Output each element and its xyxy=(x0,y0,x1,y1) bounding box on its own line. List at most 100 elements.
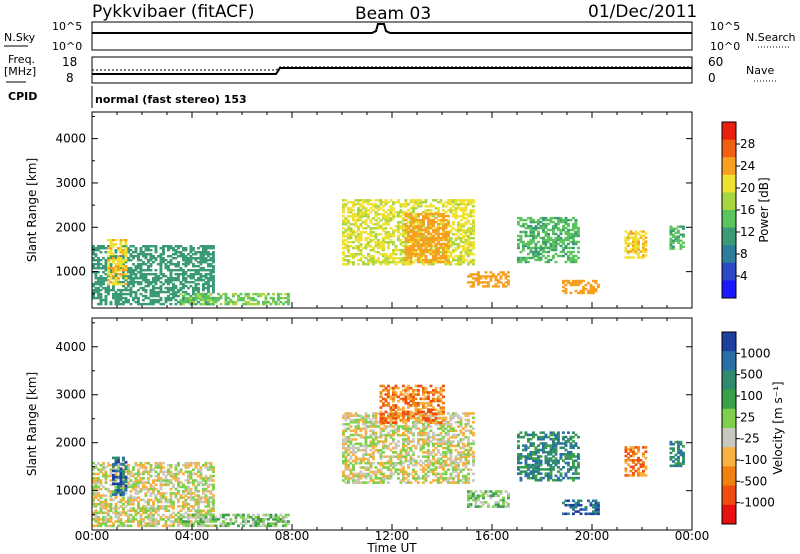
data-cell xyxy=(572,222,575,226)
data-cell xyxy=(344,477,348,480)
data-cell xyxy=(409,207,413,210)
data-cell xyxy=(147,513,150,517)
data-cell xyxy=(132,277,135,280)
data-cell xyxy=(442,442,445,446)
data-cell xyxy=(132,466,135,469)
data-cell xyxy=(179,518,183,521)
data-cell xyxy=(122,253,125,256)
data-cell xyxy=(364,429,368,433)
data-cell xyxy=(107,269,110,272)
data-cell xyxy=(149,494,153,497)
data-cell xyxy=(109,259,113,262)
data-cell xyxy=(194,251,198,254)
data-cell xyxy=(447,203,450,206)
data-cell xyxy=(424,414,428,417)
data-cell xyxy=(532,234,535,238)
data-cell xyxy=(174,273,178,276)
data-cell xyxy=(147,470,150,474)
data-cell xyxy=(204,277,208,280)
data-cell xyxy=(167,267,170,270)
data-cell xyxy=(154,251,158,254)
data-cell xyxy=(552,256,555,260)
data-cell xyxy=(377,199,380,202)
data-cell xyxy=(209,298,213,302)
data-cell xyxy=(467,237,470,240)
data-cell xyxy=(424,241,428,244)
data-cell xyxy=(202,294,205,298)
data-cell xyxy=(197,288,200,292)
data-cell xyxy=(114,302,118,306)
data-cell xyxy=(434,423,438,426)
data-cell xyxy=(142,298,145,302)
data-cell xyxy=(457,261,460,264)
data-cell xyxy=(344,457,348,461)
data-cell xyxy=(197,461,200,465)
data-cell xyxy=(169,277,173,280)
data-cell xyxy=(124,292,128,296)
data-cell xyxy=(159,255,163,258)
data-cell xyxy=(382,472,385,476)
data-cell xyxy=(399,459,403,463)
data-cell xyxy=(404,459,408,463)
data-cell xyxy=(434,247,438,250)
data-cell xyxy=(104,477,108,480)
data-cell xyxy=(397,461,400,465)
data-cell xyxy=(387,468,390,471)
data-cell xyxy=(207,477,210,480)
data-cell xyxy=(342,433,345,437)
data-cell xyxy=(369,466,373,469)
data-cell xyxy=(117,458,120,462)
data-cell xyxy=(527,252,530,256)
data-cell xyxy=(569,258,573,262)
data-cell xyxy=(179,269,183,272)
data-cell xyxy=(567,222,570,226)
data-cell xyxy=(147,281,150,284)
data-cell xyxy=(212,502,215,506)
data-cell xyxy=(454,448,458,452)
data-cell xyxy=(437,472,440,476)
data-cell xyxy=(402,418,405,422)
data-cell xyxy=(239,298,243,302)
data-cell xyxy=(254,292,258,296)
data-cell xyxy=(364,418,368,422)
data-cell xyxy=(432,261,435,264)
data-cell xyxy=(447,209,450,212)
data-cell xyxy=(407,446,410,450)
data-cell xyxy=(372,257,375,260)
data-cell xyxy=(199,481,203,484)
data-cell xyxy=(407,459,410,463)
data-cell xyxy=(442,248,445,252)
data-cell xyxy=(379,440,383,443)
data-cell xyxy=(637,246,640,249)
data-cell xyxy=(414,217,418,220)
data-cell xyxy=(412,201,415,204)
data-cell xyxy=(124,241,128,244)
data-cell xyxy=(632,248,635,251)
data-cell xyxy=(149,509,153,512)
data-cell xyxy=(422,438,425,441)
data-cell xyxy=(367,237,370,240)
data-cell xyxy=(114,265,118,268)
data-cell xyxy=(119,249,123,252)
data-cell xyxy=(434,261,438,264)
data-cell xyxy=(407,203,410,206)
data-cell xyxy=(467,201,470,204)
data-cell xyxy=(157,513,160,517)
data-cell xyxy=(109,494,113,497)
data-cell xyxy=(554,236,558,240)
data-cell xyxy=(352,429,355,433)
data-cell xyxy=(127,496,130,499)
data-cell xyxy=(199,292,203,296)
data-cell xyxy=(402,231,405,234)
data-cell xyxy=(104,470,108,474)
data-cell xyxy=(417,224,420,228)
data-cell xyxy=(469,201,473,204)
data-cell xyxy=(402,479,405,482)
data-cell xyxy=(462,247,465,250)
data-cell xyxy=(562,285,565,289)
data-cell xyxy=(152,520,155,523)
data-cell xyxy=(382,440,385,443)
data-cell xyxy=(122,302,125,306)
data-cell xyxy=(429,205,433,208)
data-cell xyxy=(669,227,673,230)
